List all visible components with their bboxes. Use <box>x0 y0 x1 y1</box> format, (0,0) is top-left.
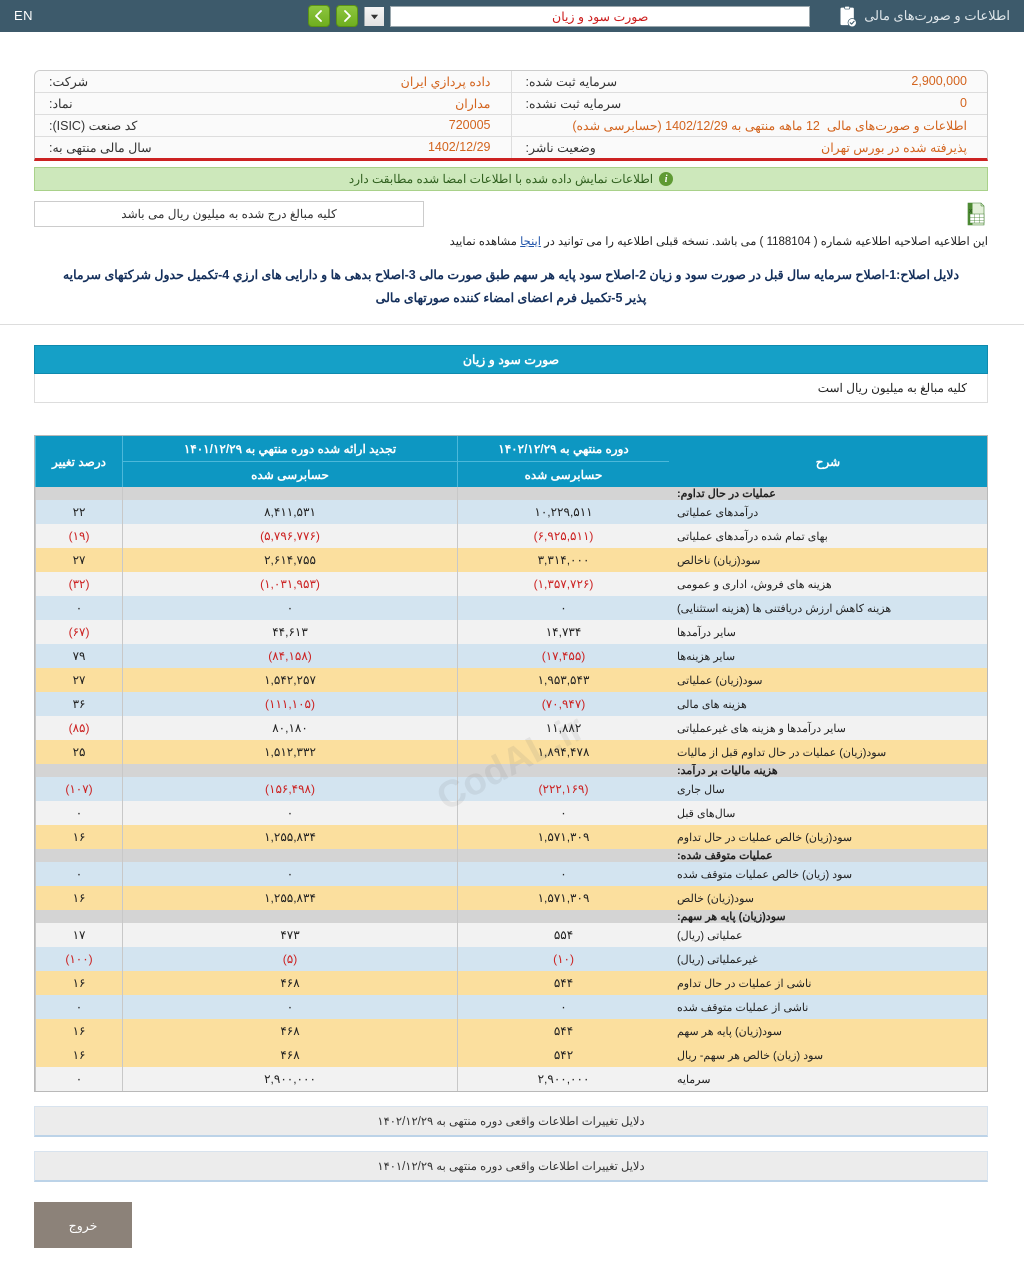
svg-text:X: X <box>969 209 973 215</box>
